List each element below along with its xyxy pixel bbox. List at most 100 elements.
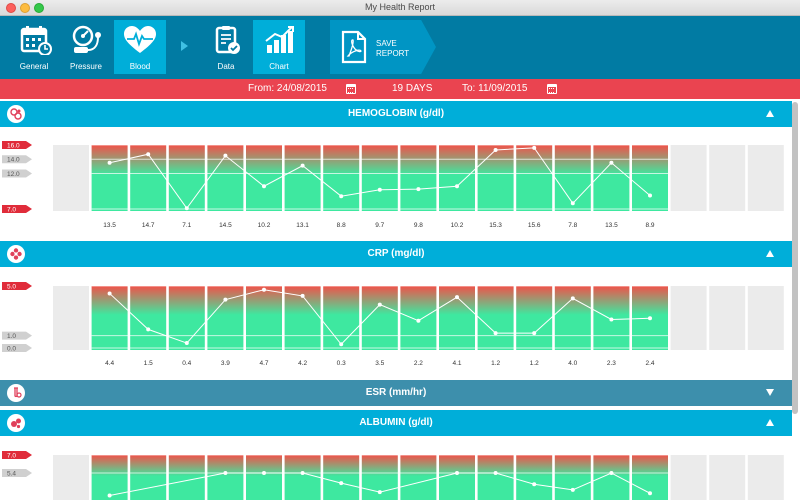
data-column	[284, 455, 321, 500]
minimize-window-button[interactable]	[20, 3, 30, 13]
empty-column	[747, 286, 784, 350]
hemoglobin-chart: 16.0 14.0 12.0 7.0 13.5 14.7 7.1 14.5 10.2 13.1 8.…	[0, 127, 792, 239]
blood-pressure-icon	[72, 25, 101, 53]
section-header-albumin[interactable]: ALBUMIN (g/dl)	[0, 410, 792, 436]
series-line	[109, 472, 651, 496]
from-date[interactable]: From: 24/08/2015	[248, 83, 327, 94]
data-column	[516, 145, 553, 211]
data-column	[91, 145, 128, 211]
tab-blood[interactable]: Blood	[114, 20, 166, 74]
charts-panel: HEMOGLOBIN (g/dl) 16.0 14.0 12.0 7.0 13.5 14.…	[0, 99, 800, 500]
pdf-icon	[341, 30, 367, 64]
value-label: 13.5	[103, 222, 116, 229]
data-column	[91, 455, 128, 500]
value-label: 2.2	[414, 360, 423, 367]
value-label: 7.1	[182, 222, 191, 229]
reference-label: 7.0	[7, 453, 16, 460]
tab-chart-label: Chart	[269, 62, 289, 71]
section-title: HEMOGLOBIN (g/dl)	[347, 108, 445, 119]
data-point	[416, 187, 421, 192]
data-column	[168, 455, 205, 500]
data-column	[130, 455, 167, 500]
data-point	[262, 287, 266, 292]
section-header-crp[interactable]: CRP (mg/dl)	[0, 241, 792, 267]
collapse-arrow-icon[interactable]	[766, 110, 774, 117]
section-title: ESR (mm/hr)	[365, 387, 427, 398]
data-point	[648, 491, 652, 496]
value-label: 1.2	[530, 360, 539, 367]
tab-pressure-label: Pressure	[69, 62, 102, 71]
data-column	[323, 145, 360, 211]
zoom-window-button[interactable]	[34, 3, 44, 13]
data-point	[300, 471, 305, 475]
tab-data[interactable]: Data	[200, 20, 252, 74]
calendar-icon	[20, 26, 52, 55]
to-date[interactable]: To: 11/09/2015	[462, 83, 528, 94]
data-point	[339, 481, 344, 486]
collapse-arrow-icon[interactable]	[766, 250, 774, 257]
crp-chart: 5.0 1.0 0.0 4.4 1.5 0.4 3.9 4.7 4.2 0.3 3.5 2.2 4.1 1…	[0, 267, 792, 377]
reference-tag	[2, 205, 32, 213]
data-point	[107, 160, 112, 165]
tab-general[interactable]: General	[8, 20, 60, 74]
section-header-esr[interactable]: ESR (mm/hr)	[0, 380, 792, 406]
close-window-button[interactable]	[6, 3, 16, 13]
empty-column	[670, 145, 707, 211]
bar-chart-icon	[265, 26, 294, 53]
blood-cells-icon	[7, 105, 25, 123]
from-calendar-icon[interactable]	[346, 84, 356, 94]
data-point	[493, 147, 498, 152]
reference-tag	[2, 469, 32, 477]
data-column	[632, 145, 668, 211]
collapse-arrow-icon[interactable]	[766, 419, 774, 426]
data-column	[400, 286, 437, 350]
section-title: CRP (mg/dl)	[367, 248, 425, 259]
data-column	[477, 455, 514, 500]
value-label: 9.7	[375, 222, 384, 229]
data-point	[532, 331, 537, 336]
data-point	[223, 297, 228, 302]
data-point	[223, 153, 228, 158]
data-point	[107, 291, 112, 296]
data-point	[339, 194, 344, 199]
expand-arrow-icon[interactable]	[766, 389, 774, 396]
data-point	[570, 296, 575, 301]
section-header-hemoglobin[interactable]: HEMOGLOBIN (g/dl)	[0, 101, 792, 127]
value-label: 4.1	[452, 360, 461, 367]
data-point	[570, 201, 575, 206]
data-column	[516, 455, 553, 500]
data-point	[184, 206, 189, 211]
breadcrumb-arrow	[181, 41, 188, 51]
data-point	[648, 316, 652, 321]
save-label-line2: REPORT	[376, 49, 410, 58]
albumin-chart: 7.0 5.4	[0, 436, 792, 500]
vertical-scrollbar[interactable]	[792, 102, 798, 414]
save-report-button[interactable]: SAVE REPORT	[330, 20, 436, 74]
value-label: 10.2	[258, 222, 271, 229]
date-range-bar: From: 24/08/2015 19 DAYS To: 11/09/2015	[0, 79, 800, 99]
empty-column	[709, 286, 746, 350]
reference-tag	[2, 451, 32, 459]
to-calendar-icon[interactable]	[547, 84, 557, 94]
reference-tag	[2, 282, 32, 290]
data-point	[146, 152, 151, 157]
data-column	[207, 455, 244, 500]
value-label: 13.1	[296, 222, 309, 229]
tab-pressure[interactable]: Pressure	[60, 20, 112, 74]
empty-column	[709, 145, 746, 211]
data-column	[361, 286, 398, 350]
reference-tag	[2, 155, 32, 164]
tab-chart[interactable]: Chart	[253, 20, 305, 74]
data-point	[609, 471, 614, 475]
value-label: 4.2	[298, 360, 307, 367]
data-column	[361, 145, 398, 211]
reference-label: 12.0	[7, 171, 20, 178]
data-point	[262, 471, 266, 475]
data-column	[400, 145, 437, 211]
empty-column	[747, 455, 784, 500]
data-column	[477, 145, 514, 211]
data-point	[570, 487, 575, 492]
data-point	[648, 193, 652, 198]
data-point	[532, 482, 537, 487]
